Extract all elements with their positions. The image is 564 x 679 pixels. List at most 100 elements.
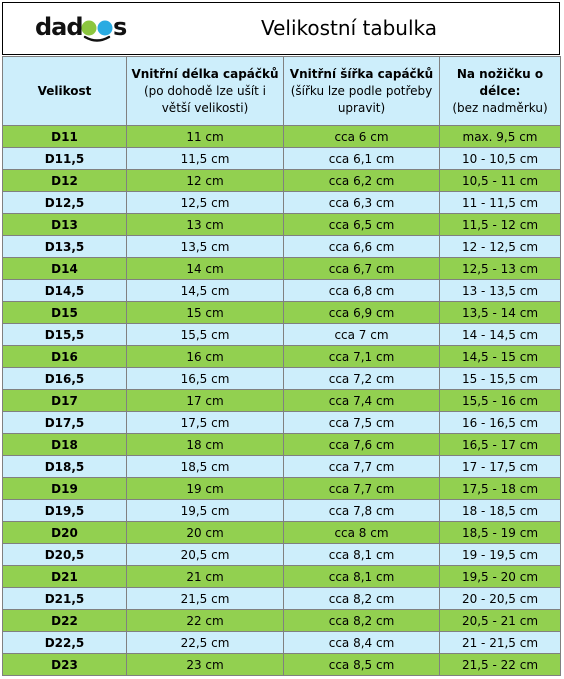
- inner-length-cell: 13 cm: [126, 213, 284, 236]
- table-row: D17,5 17,5 cm cca 7,5 cm 16 - 16,5 cm: [2, 411, 561, 434]
- size-cell: D13: [2, 213, 127, 236]
- foot-length-cell: 11 - 11,5 cm: [439, 191, 561, 214]
- table-row: D13,5 13,5 cm cca 6,6 cm 12 - 12,5 cm: [2, 235, 561, 258]
- inner-length-cell: 18,5 cm: [126, 455, 284, 478]
- inner-width-cell: cca 7 cm: [283, 323, 440, 346]
- size-cell: D11: [2, 125, 127, 148]
- foot-length-cell: 12,5 - 13 cm: [439, 257, 561, 280]
- inner-width-cell: cca 6,2 cm: [283, 169, 440, 192]
- inner-length-cell: 15,5 cm: [126, 323, 284, 346]
- column-header-inner-width: Vnitřní šířka capáčků (šířku lze podle p…: [283, 56, 440, 126]
- foot-length-cell: max. 9,5 cm: [439, 125, 561, 148]
- table-row: D19,5 19,5 cm cca 7,8 cm 18 - 18,5 cm: [2, 499, 561, 522]
- table-row: D18 18 cm cca 7,6 cm 16,5 - 17 cm: [2, 433, 561, 456]
- table-row: D16,5 16,5 cm cca 7,2 cm 15 - 15,5 cm: [2, 367, 561, 390]
- table-row: D18,5 18,5 cm cca 7,7 cm 17 - 17,5 cm: [2, 455, 561, 478]
- inner-length-cell: 17 cm: [126, 389, 284, 412]
- foot-length-cell: 21 - 21,5 cm: [439, 631, 561, 654]
- inner-length-cell: 17,5 cm: [126, 411, 284, 434]
- inner-width-cell: cca 8,1 cm: [283, 565, 440, 588]
- inner-length-cell: 14 cm: [126, 257, 284, 280]
- foot-length-cell: 15,5 - 16 cm: [439, 389, 561, 412]
- foot-length-cell: 17,5 - 18 cm: [439, 477, 561, 500]
- column-header-size: Velikost: [2, 56, 127, 126]
- inner-width-cell: cca 6,9 cm: [283, 301, 440, 324]
- size-cell: D17: [2, 389, 127, 412]
- size-table: Velikost Vnitřní délka capáčků (po dohod…: [2, 56, 561, 676]
- inner-length-cell: 22 cm: [126, 609, 284, 632]
- table-row: D11 11 cm cca 6 cm max. 9,5 cm: [2, 125, 561, 148]
- table-row: D17 17 cm cca 7,4 cm 15,5 - 16 cm: [2, 389, 561, 412]
- size-cell: D19,5: [2, 499, 127, 522]
- inner-width-cell: cca 8,5 cm: [283, 653, 440, 676]
- table-row: D22,5 22,5 cm cca 8,4 cm 21 - 21,5 cm: [2, 631, 561, 654]
- table-row: D15,5 15,5 cm cca 7 cm 14 - 14,5 cm: [2, 323, 561, 346]
- size-cell: D18,5: [2, 455, 127, 478]
- foot-length-cell: 12 - 12,5 cm: [439, 235, 561, 258]
- table-row: D21 21 cm cca 8,1 cm 19,5 - 20 cm: [2, 565, 561, 588]
- svg-text:dad: dad: [35, 14, 83, 41]
- foot-length-cell: 16 - 16,5 cm: [439, 411, 561, 434]
- inner-length-cell: 21 cm: [126, 565, 284, 588]
- foot-length-cell: 17 - 17,5 cm: [439, 455, 561, 478]
- foot-length-cell: 19 - 19,5 cm: [439, 543, 561, 566]
- size-cell: D19: [2, 477, 127, 500]
- inner-width-cell: cca 7,7 cm: [283, 455, 440, 478]
- inner-width-cell: cca 8 cm: [283, 521, 440, 544]
- table-row: D15 15 cm cca 6,9 cm 13,5 - 14 cm: [2, 301, 561, 324]
- size-cell: D14,5: [2, 279, 127, 302]
- foot-length-cell: 20 - 20,5 cm: [439, 587, 561, 610]
- inner-width-cell: cca 8,4 cm: [283, 631, 440, 654]
- page-title: Velikostní tabulka: [260, 16, 437, 40]
- foot-length-cell: 13 - 13,5 cm: [439, 279, 561, 302]
- foot-length-cell: 14,5 - 15 cm: [439, 345, 561, 368]
- size-cell: D22,5: [2, 631, 127, 654]
- foot-length-cell: 20,5 - 21 cm: [439, 609, 561, 632]
- inner-width-cell: cca 7,4 cm: [283, 389, 440, 412]
- inner-width-cell: cca 6 cm: [283, 125, 440, 148]
- inner-length-cell: 12 cm: [126, 169, 284, 192]
- size-cell: D15,5: [2, 323, 127, 346]
- size-cell: D17,5: [2, 411, 127, 434]
- size-cell: D12: [2, 169, 127, 192]
- table-row: D16 16 cm cca 7,1 cm 14,5 - 15 cm: [2, 345, 561, 368]
- inner-length-cell: 16,5 cm: [126, 367, 284, 390]
- size-cell: D13,5: [2, 235, 127, 258]
- inner-width-cell: cca 6,3 cm: [283, 191, 440, 214]
- inner-width-cell: cca 8,2 cm: [283, 587, 440, 610]
- inner-width-cell: cca 7,2 cm: [283, 367, 440, 390]
- inner-length-cell: 14,5 cm: [126, 279, 284, 302]
- inner-length-cell: 18 cm: [126, 433, 284, 456]
- table-row: D14,5 14,5 cm cca 6,8 cm 13 - 13,5 cm: [2, 279, 561, 302]
- table-header-row: Velikost Vnitřní délka capáčků (po dohod…: [2, 56, 561, 126]
- foot-length-cell: 19,5 - 20 cm: [439, 565, 561, 588]
- inner-width-cell: cca 7,7 cm: [283, 477, 440, 500]
- inner-length-cell: 23 cm: [126, 653, 284, 676]
- inner-length-cell: 15 cm: [126, 301, 284, 324]
- table-row: D11,5 11,5 cm cca 6,1 cm 10 - 10,5 cm: [2, 147, 561, 170]
- foot-length-cell: 16,5 - 17 cm: [439, 433, 561, 456]
- foot-length-cell: 13,5 - 14 cm: [439, 301, 561, 324]
- foot-length-cell: 11,5 - 12 cm: [439, 213, 561, 236]
- inner-width-cell: cca 7,1 cm: [283, 345, 440, 368]
- inner-length-cell: 22,5 cm: [126, 631, 284, 654]
- size-cell: D16,5: [2, 367, 127, 390]
- table-row: D12 12 cm cca 6,2 cm 10,5 - 11 cm: [2, 169, 561, 192]
- inner-length-cell: 12,5 cm: [126, 191, 284, 214]
- inner-length-cell: 13,5 cm: [126, 235, 284, 258]
- size-cell: D11,5: [2, 147, 127, 170]
- inner-length-cell: 21,5 cm: [126, 587, 284, 610]
- size-cell: D21,5: [2, 587, 127, 610]
- inner-width-cell: cca 6,8 cm: [283, 279, 440, 302]
- size-cell: D22: [2, 609, 127, 632]
- inner-length-cell: 16 cm: [126, 345, 284, 368]
- svg-text:s: s: [113, 14, 127, 41]
- size-cell: D14: [2, 257, 127, 280]
- size-cell: D16: [2, 345, 127, 368]
- header-box: dad s Velikostní tabulka: [2, 2, 560, 55]
- dadoos-logo: dad s: [35, 13, 137, 44]
- inner-length-cell: 20 cm: [126, 521, 284, 544]
- table-row: D21,5 21,5 cm cca 8,2 cm 20 - 20,5 cm: [2, 587, 561, 610]
- inner-width-cell: cca 8,1 cm: [283, 543, 440, 566]
- inner-width-cell: cca 6,5 cm: [283, 213, 440, 236]
